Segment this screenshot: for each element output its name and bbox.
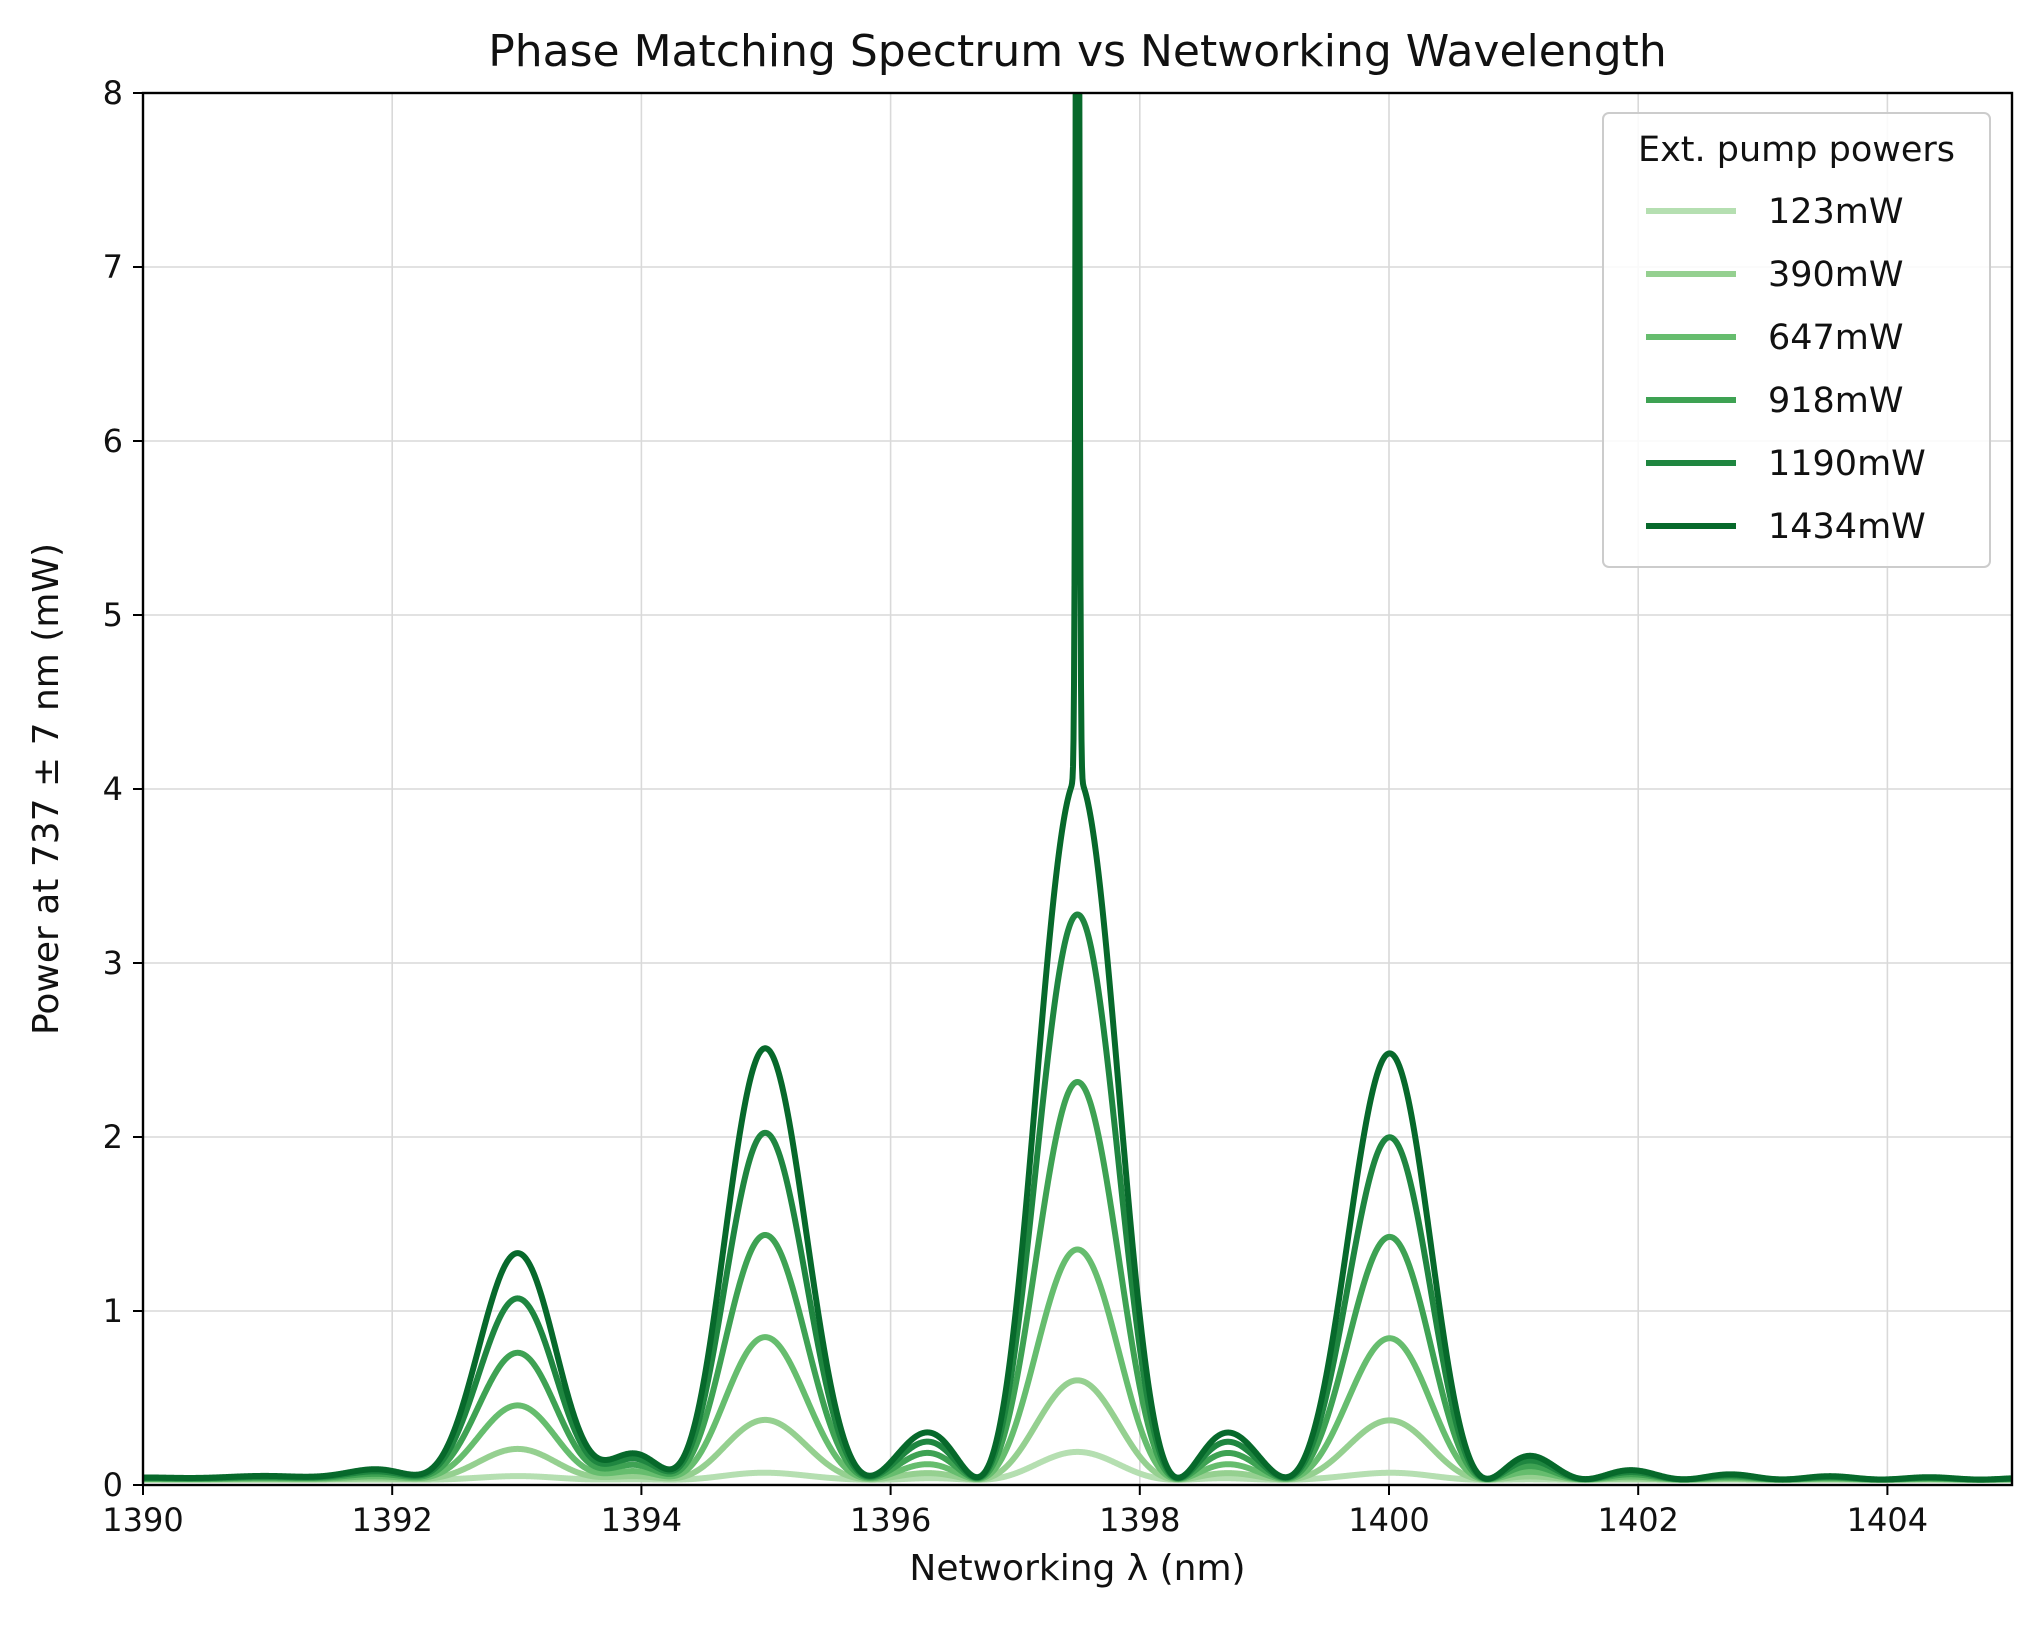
chart-title: Phase Matching Spectrum vs Networking Wa… bbox=[488, 26, 1667, 77]
y-tick-label: 4 bbox=[103, 770, 123, 808]
x-axis-ticks: 1390 1392 1394 1396 1398 1400 1402 1404 bbox=[102, 1485, 1928, 1539]
y-tick-label: 7 bbox=[103, 248, 123, 286]
x-tick-label: 1404 bbox=[1847, 1501, 1928, 1539]
x-tick-label: 1398 bbox=[1099, 1501, 1180, 1539]
y-tick-label: 6 bbox=[103, 422, 123, 460]
series-line-1434mW bbox=[143, 93, 2012, 1483]
x-tick-label: 1390 bbox=[102, 1501, 183, 1539]
legend-label: 123mW bbox=[1768, 192, 1904, 232]
legend-label: 918mW bbox=[1768, 381, 1904, 421]
legend-title: Ext. pump powers bbox=[1638, 130, 1955, 170]
legend-label: 647mW bbox=[1768, 318, 1904, 358]
x-tick-label: 1392 bbox=[351, 1501, 432, 1539]
legend-label: 1434mW bbox=[1768, 507, 1926, 547]
y-tick-label: 5 bbox=[103, 596, 123, 634]
legend: Ext. pump powers 123mW 390mW 647mW 918mW 119… bbox=[1602, 112, 1991, 568]
legend-label: 390mW bbox=[1768, 255, 1904, 295]
x-tick-label: 1394 bbox=[601, 1501, 682, 1539]
y-tick-label: 8 bbox=[103, 74, 123, 112]
y-tick-label: 3 bbox=[103, 944, 123, 982]
x-axis-label: Networking λ (nm) bbox=[909, 1548, 1245, 1589]
y-tick-label: 1 bbox=[103, 1292, 123, 1330]
x-tick-label: 1396 bbox=[850, 1501, 931, 1539]
legend-label: 1190mW bbox=[1768, 444, 1926, 484]
y-tick-label: 0 bbox=[103, 1466, 123, 1504]
series-lines bbox=[143, 93, 2012, 1483]
y-axis-ticks: 0 1 2 3 4 5 6 7 8 bbox=[103, 74, 143, 1504]
y-axis-label: Power at 737 ± 7 nm (mW) bbox=[26, 543, 67, 1035]
x-tick-label: 1400 bbox=[1348, 1501, 1429, 1539]
legend-box bbox=[1602, 112, 1991, 568]
y-tick-label: 2 bbox=[103, 1118, 123, 1156]
x-tick-label: 1402 bbox=[1597, 1501, 1678, 1539]
